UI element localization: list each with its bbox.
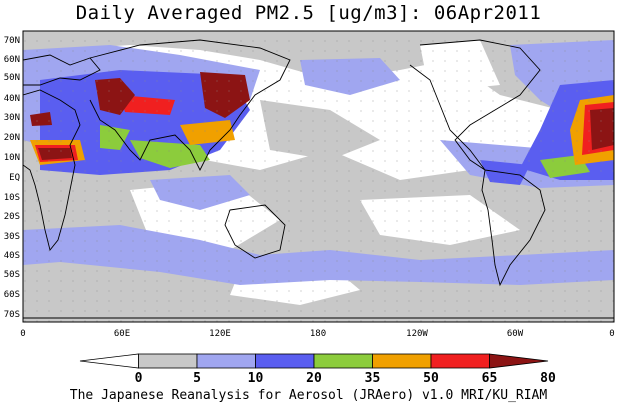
colorbar-tick-label: 35: [365, 371, 381, 386]
colorbar-tick-label: 5: [193, 371, 201, 386]
lon-label: 120W: [406, 329, 428, 339]
lat-label: 70N: [4, 36, 20, 46]
lat-label: 50S: [4, 270, 20, 280]
lat-label: 40S: [4, 251, 20, 261]
lat-label: 10S: [4, 193, 20, 203]
colorbar-segment: [196, 353, 256, 369]
lat-label: 30S: [4, 232, 20, 242]
lon-label: 0: [20, 329, 25, 339]
coastlines: [23, 39, 614, 319]
longitude-axis: 0 60E 120E 180 120W 60W 0: [20, 329, 614, 339]
colorbar-segment: [489, 353, 549, 369]
lon-label: 60E: [114, 329, 130, 339]
lat-label: 20S: [4, 212, 20, 222]
colorbar-tick-label: 50: [423, 371, 439, 386]
colorbar-tick-label: 0: [135, 371, 143, 386]
lat-label: 70S: [4, 310, 20, 320]
map-title: Daily Averaged PM2.5 [ug/m3]: 06Apr2011: [75, 2, 542, 24]
colorbar-segment: [372, 353, 432, 369]
lon-label: 0: [609, 329, 614, 339]
lat-label: 10N: [4, 153, 20, 163]
colorbar-segment: [255, 353, 315, 369]
colorbar-tick-label: 65: [482, 371, 498, 386]
lat-label: 60N: [4, 55, 20, 65]
lat-label: 60S: [4, 290, 20, 300]
colorbar-tick-label: 10: [248, 371, 264, 386]
lon-label: 180: [310, 329, 326, 339]
latitude-axis: 70N 60N 50N 40N 30N 20N 10N EQ 10S 20S 3…: [4, 36, 20, 320]
lon-label: 120E: [209, 329, 231, 339]
colorbar-segment: [430, 353, 490, 369]
map-frame: [22, 30, 615, 323]
pm25-field: [23, 31, 614, 322]
colorbar-segment: [138, 353, 198, 369]
lat-label: 50N: [4, 73, 20, 83]
lat-label: 40N: [4, 94, 20, 104]
colorbar-tick-label: 80: [540, 371, 556, 386]
footer-credit: The Japanese Reanalysis for Aerosol (JRA…: [69, 388, 548, 403]
colorbar-segment: [313, 353, 373, 369]
lat-label: 30N: [4, 113, 20, 123]
colorbar-segment: [79, 353, 139, 369]
lat-label: 20N: [4, 133, 20, 143]
colorbar-tick-label: 20: [306, 371, 322, 386]
lon-label: 60W: [507, 329, 524, 339]
lat-label: EQ: [9, 173, 20, 183]
colorbar: 0 5 10 20 35 50 65 80: [79, 353, 556, 386]
